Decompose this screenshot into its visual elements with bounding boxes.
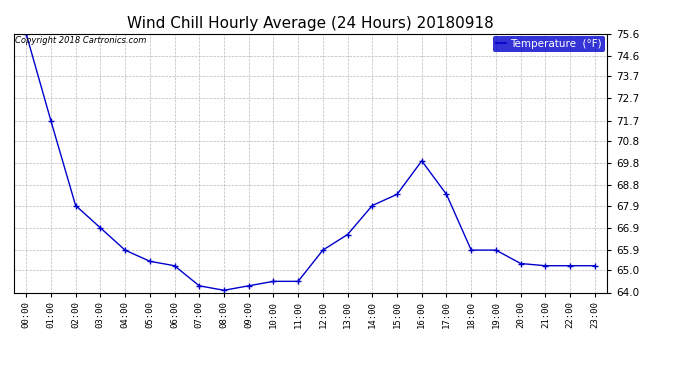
Legend: Temperature  (°F): Temperature (°F) — [493, 36, 605, 52]
Title: Wind Chill Hourly Average (24 Hours) 20180918: Wind Chill Hourly Average (24 Hours) 201… — [127, 16, 494, 31]
Text: Copyright 2018 Cartronics.com: Copyright 2018 Cartronics.com — [15, 36, 146, 45]
